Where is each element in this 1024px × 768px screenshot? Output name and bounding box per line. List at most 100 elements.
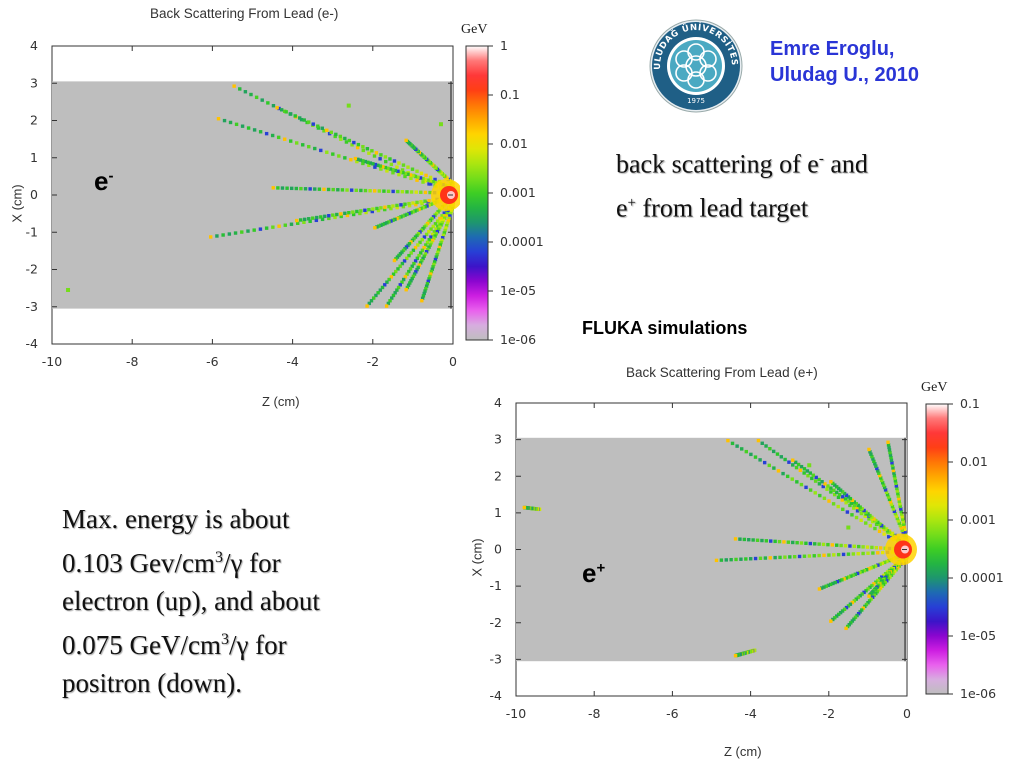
track-pixel — [393, 291, 397, 295]
track-pixel — [827, 499, 831, 503]
track-pixel — [412, 272, 417, 276]
track-pixel — [380, 285, 385, 290]
track-pixel — [830, 543, 835, 547]
track-pixel — [879, 546, 883, 550]
track-pixel — [890, 461, 894, 465]
y-tick-label: 3 — [30, 75, 38, 90]
track-pixel — [399, 215, 403, 219]
track-pixel — [403, 171, 408, 176]
track-pixel — [760, 441, 764, 445]
track-pixel — [867, 517, 871, 521]
track-pixel — [835, 579, 840, 584]
track-pixel — [440, 236, 445, 240]
track-pixel — [900, 514, 904, 519]
track-pixel — [851, 573, 855, 577]
track-pixel — [307, 217, 311, 221]
colorbar-tick-label: 0.1 — [500, 87, 520, 102]
track-pixel — [350, 143, 354, 147]
track-pixel — [813, 479, 818, 483]
track-pixel — [384, 159, 388, 164]
track-pixel — [359, 209, 363, 213]
track-pixel — [444, 223, 449, 228]
track-pixel — [446, 209, 450, 214]
track-pixel — [409, 279, 413, 283]
author-credit: Emre Eroglu, Uludag U., 2010 — [770, 36, 919, 88]
track-pixel — [764, 539, 769, 543]
track-pixel — [216, 117, 221, 121]
track-pixel — [842, 577, 846, 581]
track-pixel — [901, 517, 905, 521]
track-pixel — [876, 520, 880, 525]
track-pixel — [898, 523, 902, 528]
track-pixel — [807, 463, 812, 468]
track-pixel — [860, 507, 864, 511]
track-pixel — [325, 128, 329, 132]
track-pixel — [373, 189, 377, 193]
track-pixel — [802, 471, 806, 475]
track-pixel — [790, 477, 794, 481]
colorbar-tick-label: 0.001 — [500, 185, 536, 200]
track-pixel — [895, 489, 900, 493]
track-pixel — [787, 460, 791, 464]
track-pixel — [897, 521, 901, 525]
track-pixel — [228, 120, 233, 125]
track-pixel — [448, 214, 452, 218]
track-pixel — [320, 217, 325, 222]
colorbar-gradient — [465, 45, 489, 341]
colorbar-tick-label: 0.0001 — [500, 234, 544, 249]
track-pixel — [773, 539, 777, 544]
track-pixel — [393, 168, 398, 173]
track-pixel — [772, 466, 776, 470]
track-pixel — [846, 575, 851, 579]
track-pixel — [850, 619, 855, 623]
track-pixel — [768, 446, 772, 451]
track-pixel — [440, 238, 444, 242]
track-pixel — [842, 491, 847, 496]
track-pixel — [894, 481, 898, 486]
track-pixel — [849, 501, 854, 505]
track-pixel — [437, 245, 442, 250]
track-pixel — [808, 471, 813, 475]
colorbar-tick-label: 0.001 — [960, 512, 996, 527]
track-pixel — [435, 253, 439, 257]
track-pixel — [415, 256, 420, 260]
track-pixel — [767, 463, 771, 468]
track-pixel — [347, 138, 352, 143]
track-pixel — [406, 172, 410, 176]
track-pixel — [302, 118, 306, 122]
track-pixel — [234, 122, 239, 127]
track-pixel — [390, 296, 394, 300]
track-pixel — [773, 555, 777, 560]
track-pixel — [420, 238, 424, 242]
track-pixel — [399, 203, 403, 207]
track-pixel — [876, 551, 880, 555]
track-pixel — [869, 597, 873, 601]
track-pixel — [379, 167, 383, 171]
track-pixel — [858, 610, 862, 614]
track-pixel — [66, 287, 71, 292]
track-pixel — [293, 114, 297, 118]
track-pixel — [899, 509, 903, 514]
track-pixel — [395, 203, 399, 208]
track-pixel — [392, 159, 397, 163]
track-pixel — [296, 221, 300, 225]
track-pixel — [317, 187, 322, 191]
track-pixel — [880, 561, 885, 566]
track-pixel — [413, 209, 417, 213]
track-pixel — [427, 198, 431, 203]
track-pixel — [889, 502, 894, 506]
track-pixel — [429, 241, 434, 245]
track-pixel — [852, 506, 856, 510]
university-logo: ULUDAĞ ÜNİVERSİTESİ 1975 — [648, 18, 743, 113]
track-pixel — [402, 259, 407, 263]
track-pixel — [388, 157, 392, 161]
track-pixel — [280, 186, 285, 190]
track-pixel — [416, 175, 420, 179]
track-pixel — [883, 527, 888, 531]
track-pixel — [868, 513, 872, 518]
track-pixel — [818, 493, 822, 498]
track-pixel — [369, 299, 374, 303]
track-pixel — [423, 177, 428, 182]
track-pixel — [869, 566, 873, 570]
track-pixel — [284, 110, 288, 114]
